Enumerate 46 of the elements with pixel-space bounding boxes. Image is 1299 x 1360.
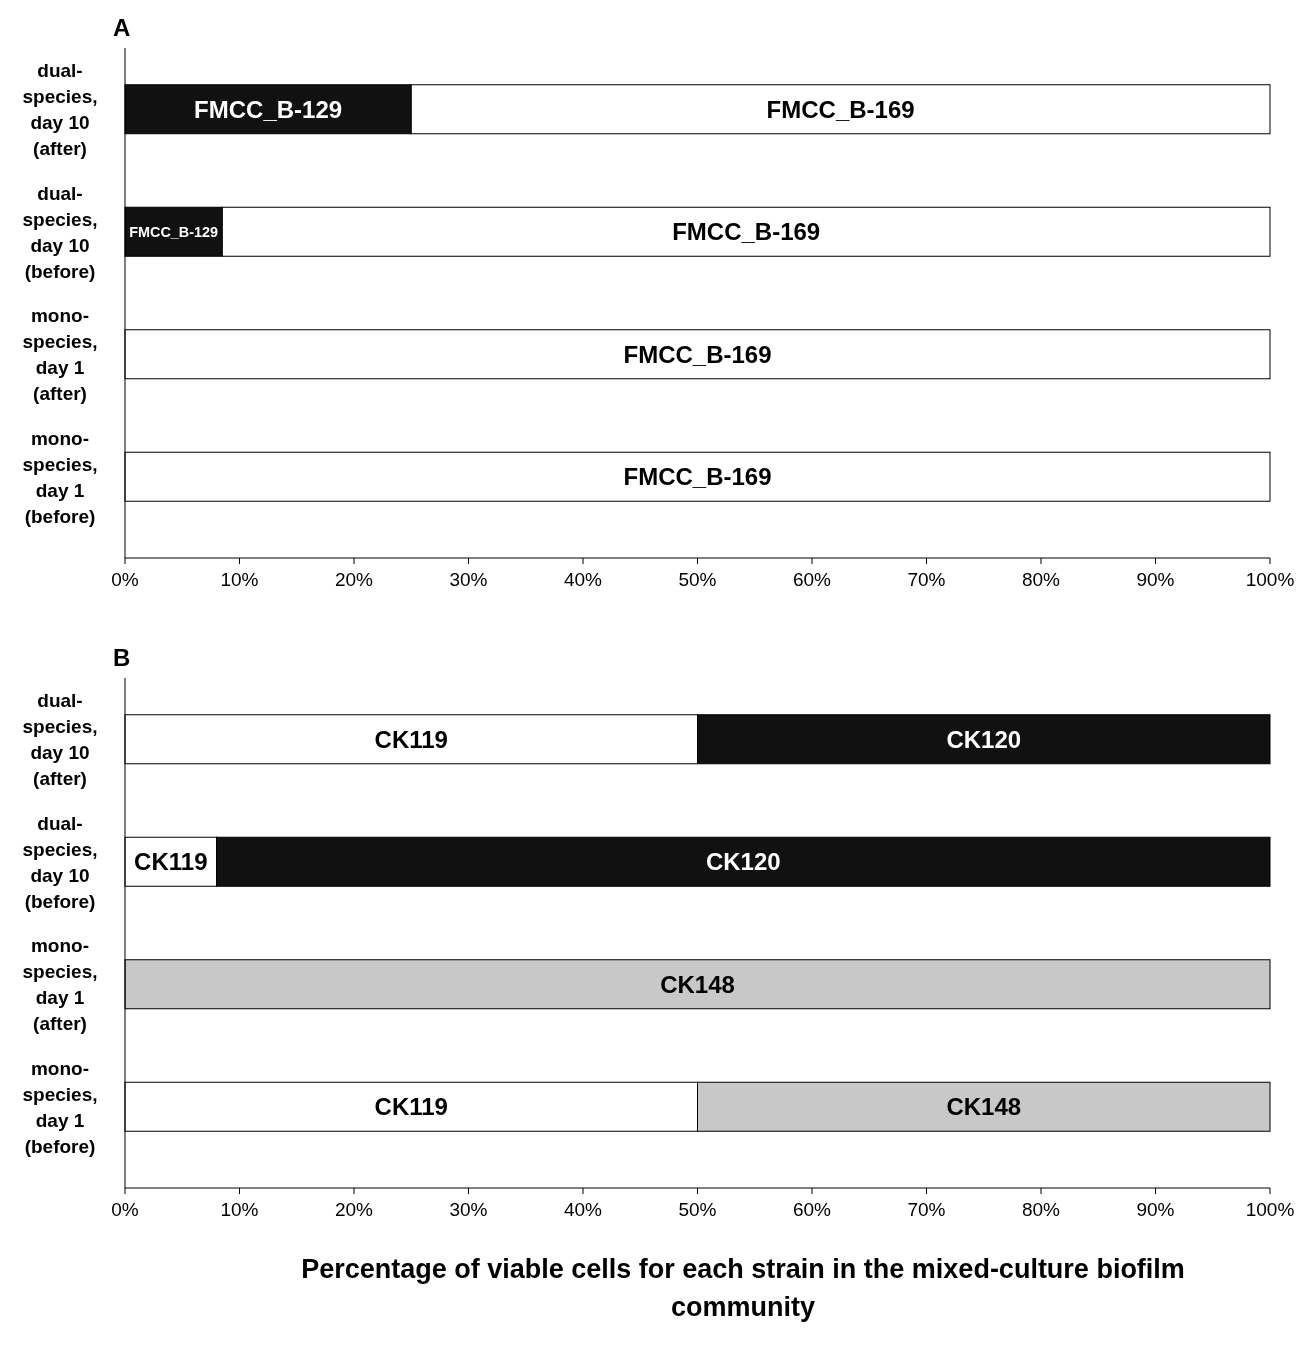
x-tick-label: 100%: [1245, 1199, 1295, 1220]
x-tick-label: 40%: [563, 569, 603, 590]
series-label: CK148: [660, 970, 735, 998]
x-tick-label: 90%: [1136, 569, 1175, 590]
text: FMCC_B-169: [672, 218, 821, 246]
x-tick-label: 80%: [1021, 1199, 1061, 1220]
x-tick-label: 0%: [111, 569, 139, 590]
x-tick-label: 0%: [111, 1199, 139, 1220]
x-tick-label: 20%: [334, 569, 374, 590]
x-tick-label: 90%: [1136, 1199, 1175, 1220]
x-tick-label: 70%: [907, 1199, 946, 1220]
y-tick-label: dual- species, day 10 (after): [22, 690, 98, 790]
series-label: FMCC_B-129: [129, 223, 219, 240]
y-tick-label: mono- species, day 1 (after): [22, 305, 98, 405]
series-label: FMCC_B-169: [623, 340, 772, 368]
y-tick-label: mono- species, day 1 (after): [22, 935, 98, 1035]
x-tick-label: 100%: [1245, 569, 1295, 590]
text: FMCC_B-129: [194, 95, 343, 123]
chart-title: B: [113, 644, 131, 671]
text: FMCC_B-169: [766, 95, 915, 123]
x-tick-label: 30%: [449, 1199, 488, 1220]
text: CK119: [374, 725, 448, 753]
x-tick-label: 80%: [1021, 569, 1061, 590]
x-tick-label: 60%: [792, 569, 832, 590]
y-tick-label: mono- species, day 1 (before): [22, 1057, 98, 1157]
text: CK120: [705, 848, 781, 876]
x-tick-label: 20%: [334, 1199, 374, 1220]
x-tick-label: 10%: [220, 569, 259, 590]
x-tick-label: 70%: [907, 569, 946, 590]
x-tick-label: 30%: [449, 569, 488, 590]
chart-title: A: [113, 14, 131, 41]
y-tick-label: dual- species, day 10 (before): [22, 182, 98, 282]
x-tick-label: 50%: [678, 569, 717, 590]
x-tick-label: 50%: [678, 1199, 717, 1220]
text: FMCC_B-169: [623, 463, 772, 491]
y-tick-label: dual- species, day 10 (before): [22, 812, 98, 912]
x-tick-label: 60%: [792, 1199, 832, 1220]
x-axis-title: Percentage of viable cells for each strain in the mixed-culture biofilm community: [301, 1254, 1185, 1322]
y-tick-label: mono- species, day 1 (before): [22, 427, 98, 527]
y-tick-label: dual- species, day 10 (after): [22, 60, 98, 160]
x-tick-label: 10%: [220, 1199, 259, 1220]
text: CK148: [946, 1093, 1022, 1121]
series-label: CK120: [946, 725, 1022, 753]
text: CK119: [374, 1093, 448, 1121]
series-label: CK119: [134, 848, 208, 876]
x-tick-label: 40%: [563, 1199, 603, 1220]
